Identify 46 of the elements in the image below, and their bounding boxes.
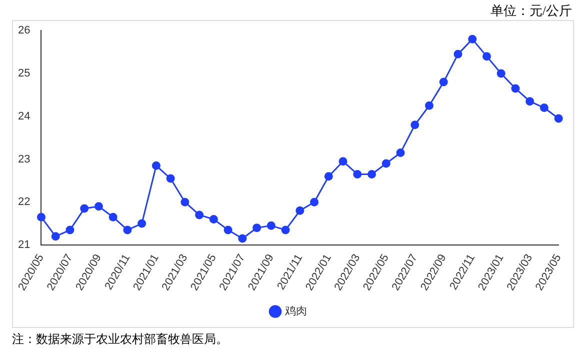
point [439,78,448,86]
point [454,50,462,58]
y-tick-label: 24 [18,110,30,122]
text: 注：数据来源于农业农村部畜牧兽医局。 [12,331,228,348]
point [482,52,491,61]
point [511,84,520,93]
point [36,212,46,222]
point [238,234,247,243]
point [66,226,74,234]
point [51,232,60,241]
point [209,214,218,224]
point [368,170,376,178]
y-tick-label: 21 [18,238,30,251]
point [252,224,262,232]
point [310,198,319,206]
y-tick-label: 25 [18,68,30,80]
point [138,219,146,228]
point [224,226,232,234]
point [152,161,160,170]
point [540,104,548,112]
point [195,210,204,220]
point [353,170,362,178]
point [410,120,420,130]
point [424,101,434,110]
point [554,114,563,123]
legend-label: 鸡肉 [284,306,307,318]
point [382,159,390,168]
point [123,226,132,234]
point [180,198,190,206]
point [281,226,290,234]
point [108,212,118,222]
point [94,202,103,211]
point [80,204,89,213]
y-tick-label: 22 [18,196,30,208]
y-tick-label: 26 [18,24,30,37]
point [526,97,534,106]
y-tick-label: 23 [18,153,30,166]
point [266,221,276,230]
point [338,157,348,166]
point [396,148,405,158]
point [296,206,304,215]
text: 单位：元/公斤 [490,2,572,20]
point [324,172,333,181]
point [496,69,506,78]
point [468,34,477,44]
point [166,174,175,183]
